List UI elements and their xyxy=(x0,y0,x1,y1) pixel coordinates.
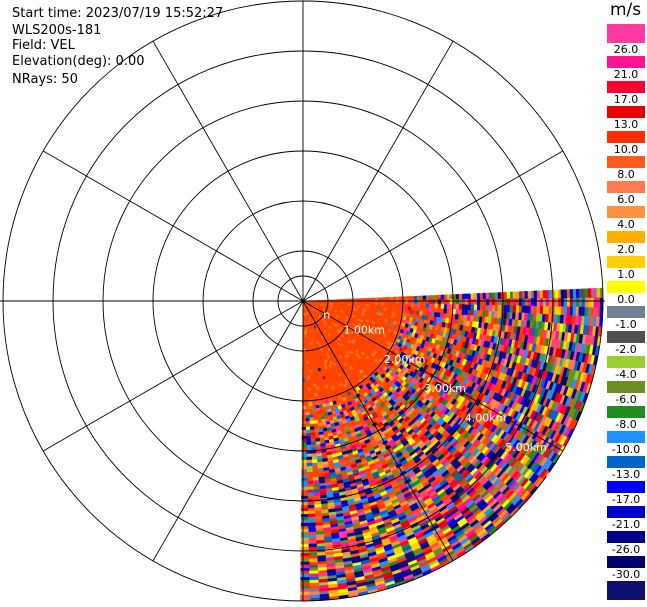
velocity-gates xyxy=(300,297,601,589)
colorbar-tick-label: -30.0 xyxy=(607,568,645,582)
range-ring-label: 2.00km xyxy=(384,353,426,366)
colorbar-tick-label: 10.0 xyxy=(607,142,645,156)
azimuth-spoke xyxy=(302,150,564,302)
colorbar-tick-label: -21.0 xyxy=(607,518,645,532)
azimuth-spoke xyxy=(152,300,304,562)
ppi-plot: n 1.00km 2.00km 3.00km 4.00km 5.00km 6 xyxy=(0,0,605,602)
colorbar-tick-label: 4.0 xyxy=(607,217,645,231)
colorbar-tick-label: -26.0 xyxy=(607,543,645,557)
colorbar-tick-label: -4.0 xyxy=(607,368,645,382)
colorbar: 26.0 21.0 17.0 13.0 10.0 8.0 6.0 4.0 2.0 1.0 0.0 -1… xyxy=(607,24,645,601)
azimuth-spoke xyxy=(302,300,564,452)
colorbar-tick-label: 2.0 xyxy=(607,242,645,256)
colorbar-tick-label: -2.0 xyxy=(607,343,645,357)
velocity-data-layer xyxy=(300,287,604,602)
colorbar-tick-label: 17.0 xyxy=(607,92,645,106)
colorbar-tick-label: 1.0 xyxy=(607,267,645,281)
colorbar-tick-label: -1.0 xyxy=(607,318,645,332)
colorbar-tick-label: 0.0 xyxy=(607,292,645,306)
polar-grid xyxy=(0,0,605,602)
instrument-text: WLS200s-181 xyxy=(12,23,102,38)
colorbar-tick-label: 13.0 xyxy=(607,117,645,131)
colorbar-tick-label: -13.0 xyxy=(607,468,645,482)
colorbar-tick-label: 21.0 xyxy=(607,67,645,81)
field-text: Field: VEL xyxy=(12,38,75,53)
range-ring-label: 5.00km xyxy=(505,441,547,454)
range-ring-label: 6 xyxy=(546,470,553,483)
colorbar-tick-label: -6.0 xyxy=(607,393,645,407)
range-ring-label: n xyxy=(323,309,330,322)
start-time-text: Start time: 2023/07/19 15:52:27 xyxy=(12,6,224,21)
colorbar-tick-label: 8.0 xyxy=(607,167,645,181)
range-ring-label: 1.00km xyxy=(343,323,385,336)
colorbar-tick-label: -17.0 xyxy=(607,493,645,507)
colorbar-unit: m/s xyxy=(610,0,642,20)
azimuth-spoke xyxy=(42,300,304,452)
range-ring-labels: n 1.00km 2.00km 3.00km 4.00km 5.00km 6 xyxy=(323,309,552,484)
azimuth-spoke xyxy=(302,40,454,302)
range-ring-label: 4.00km xyxy=(465,412,507,425)
azimuth-spoke xyxy=(152,40,304,302)
azimuth-spoke xyxy=(302,300,454,562)
nrays-text: NRays: 50 xyxy=(12,72,78,87)
colorbar-tick-label: -10.0 xyxy=(607,443,645,457)
azimuth-spoke xyxy=(42,150,304,302)
elevation-text: Elevation(deg): 0.00 xyxy=(12,54,145,69)
colorbar-tick-label: -8.0 xyxy=(607,418,645,432)
colorbar-tick-label: 6.0 xyxy=(607,192,645,206)
colorbar-tick-label: 26.0 xyxy=(607,42,645,56)
range-ring-label: 3.00km xyxy=(424,382,466,395)
